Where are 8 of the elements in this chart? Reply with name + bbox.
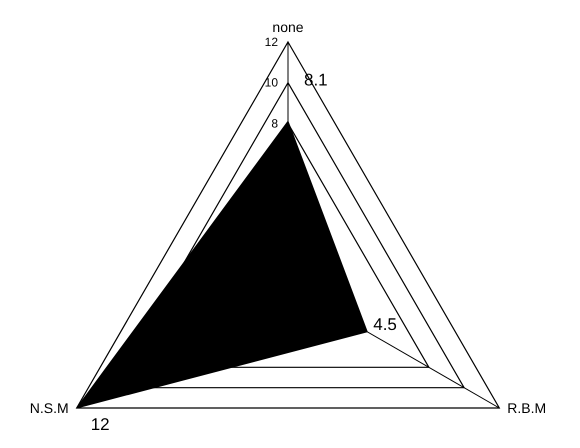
data-label: 12 [90, 415, 110, 434]
y-tick-label: 12 [264, 35, 278, 49]
spoke-label: N.S.M [30, 400, 69, 416]
spoke-label: none [272, 19, 304, 35]
y-tick-label: 10 [264, 76, 278, 90]
data-label: 4.5 [373, 314, 397, 334]
spoke-label: R.B.M [507, 400, 546, 416]
y-tick-label: 8 [271, 116, 278, 130]
